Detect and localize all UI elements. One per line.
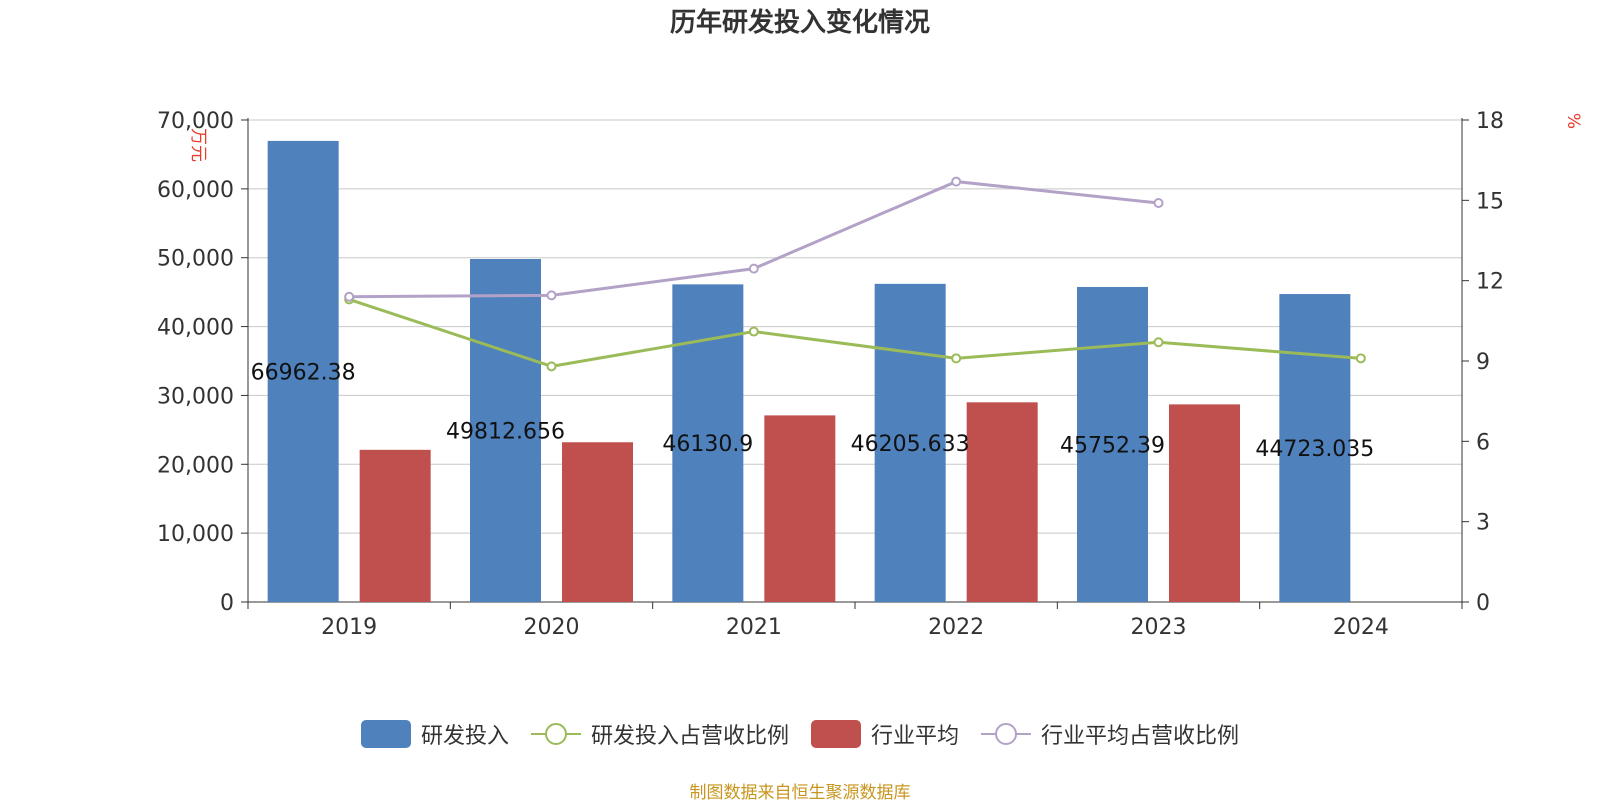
legend-item-rd-ratio[interactable]: 研发投入占营收比例 <box>530 718 789 750</box>
y-axis-left-unit: 万元 <box>188 128 208 162</box>
y-tick-label-left: 30,000 <box>157 384 234 409</box>
series-point-rd-ratio <box>748 326 759 337</box>
series-point-industry-ratio <box>344 291 355 302</box>
series-point-rd-ratio <box>951 353 962 364</box>
bar-data-label: 46205.633 <box>851 432 970 457</box>
legend-item-rd-investment[interactable]: 研发投入 <box>360 718 509 750</box>
series-point-rd-ratio <box>546 361 557 372</box>
series-point-industry-ratio <box>1153 198 1164 209</box>
source-note: 制图数据来自恒生聚源数据库 <box>689 783 911 803</box>
x-tick-label: 2022 <box>928 615 984 640</box>
legend-label: 行业平均 <box>871 724 960 749</box>
legend-label: 研发投入占营收比例 <box>590 724 789 749</box>
y-tick-label-right: 15 <box>1476 189 1504 214</box>
bar-industry-average <box>966 402 1038 602</box>
series-line-rd-ratio <box>348 297 1361 368</box>
legend-swatch-line-icon <box>981 723 1032 745</box>
bar-data-label: 66962.38 <box>251 360 356 385</box>
y-tick-label-left: 0 <box>220 591 234 616</box>
y-tick-label-right: 12 <box>1476 270 1504 295</box>
series-point-industry-ratio <box>951 176 962 187</box>
bar-industry-average <box>359 449 431 602</box>
legend-swatch-line-icon <box>530 723 581 745</box>
bar-rd-investment <box>1077 286 1148 602</box>
bar-rd-investment <box>470 259 541 602</box>
y-tick-label-left: 60,000 <box>157 178 234 203</box>
y-tick-label-right: 18 <box>1476 109 1504 134</box>
bar-industry-average <box>764 415 836 602</box>
bar-data-label: 45752.39 <box>1060 433 1165 458</box>
y-tick-label-left: 10,000 <box>157 522 234 547</box>
bar-industry-average <box>562 442 633 602</box>
y-tick-label-right: 6 <box>1476 430 1490 455</box>
y-tick-label-left: 40,000 <box>157 316 234 341</box>
series-point-rd-ratio <box>1153 337 1164 348</box>
y-tick-label-left: 20,000 <box>157 453 234 478</box>
y-tick-label-right: 0 <box>1476 591 1490 616</box>
legend-item-industry-average[interactable]: 行业平均 <box>811 718 959 750</box>
legend-item-industry-ratio[interactable]: 行业平均占营收比例 <box>981 718 1239 750</box>
bar-rd-investment <box>267 140 339 602</box>
bar-data-label: 44723.035 <box>1255 437 1374 462</box>
bar-rd-investment <box>672 284 744 602</box>
x-tick-label: 2024 <box>1333 615 1389 640</box>
bar-industry-average <box>1169 404 1240 602</box>
x-tick-label: 2020 <box>524 615 580 640</box>
bar-data-label: 46130.9 <box>662 432 753 457</box>
legend-swatch-bar-icon <box>811 720 861 748</box>
bar-rd-investment <box>874 283 946 602</box>
legend-label: 行业平均占营收比例 <box>1041 724 1240 749</box>
y-axis-right-unit: % <box>1563 113 1583 129</box>
y-tick-label-right: 3 <box>1476 511 1490 536</box>
y-tick-label-right: 9 <box>1476 350 1490 375</box>
series-point-industry-ratio <box>546 290 557 301</box>
y-tick-label-left: 70,000 <box>157 109 234 134</box>
series-point-rd-ratio <box>1355 353 1366 364</box>
series-point-industry-ratio <box>748 263 759 274</box>
x-tick-label: 2019 <box>321 615 377 640</box>
bar-rd-investment <box>1279 294 1351 602</box>
x-tick-label: 2023 <box>1131 615 1187 640</box>
legend: 研发投入 研发投入占营收比例 行业平均 行业平均占营收比例 <box>0 718 1600 750</box>
x-tick-label: 2021 <box>726 615 782 640</box>
legend-label: 研发投入 <box>420 724 509 749</box>
chart-title: 历年研发投入变化情况 <box>669 8 930 38</box>
y-tick-label-left: 50,000 <box>157 247 234 272</box>
bar-data-label: 49812.656 <box>446 420 565 445</box>
legend-swatch-bar-icon <box>360 720 411 748</box>
